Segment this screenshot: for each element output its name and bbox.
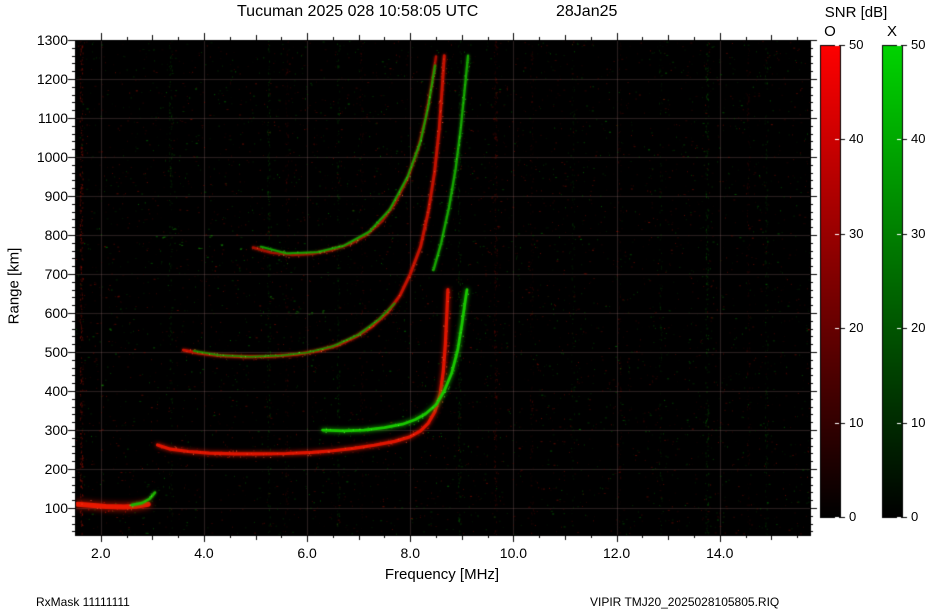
o-mode-colorbar-label: O [824, 23, 836, 40]
x-mode-colorbar [882, 45, 904, 518]
o-colorbar-tick-label: 0 [849, 509, 857, 524]
o-mode-colorbar [820, 45, 842, 518]
y-tick-label: 1300 [36, 32, 68, 48]
x-tick-label: 2.0 [91, 545, 111, 561]
y-tick-label: 500 [44, 344, 68, 361]
x-axis-title: Frequency [MHz] [384, 566, 500, 583]
x-colorbar-tick-label: 30 [911, 225, 926, 241]
x-tick-label: 14.0 [706, 545, 734, 561]
x-colorbar-tick-label: 0 [911, 509, 919, 524]
data-file-name-text: VIPIR TMJ20_2025028105805.RIQ [590, 595, 780, 609]
y-tick-label: 800 [44, 227, 68, 244]
y-tick-label: 1200 [36, 71, 68, 87]
x-tick-label: 4.0 [194, 545, 214, 561]
y-tick-label: 1100 [37, 110, 68, 126]
x-tick-label: 8.0 [400, 545, 420, 561]
chart-title: Tucuman 2025 028 10:58:05 UTC [237, 3, 479, 20]
x-colorbar-tick-label: 10 [911, 414, 926, 430]
y-tick-label: 100 [44, 500, 68, 517]
x-mode-colorbar-label: X [886, 23, 898, 40]
x-colorbar-tick-label: 50 [911, 37, 926, 52]
y-tick-label: 700 [44, 266, 68, 283]
y-tick-label: 400 [44, 383, 68, 400]
y-tick-label: 600 [44, 305, 68, 322]
y-tick-label: 200 [44, 461, 68, 478]
rxmask-status-text: RxMask 11111111 [36, 595, 130, 609]
x-colorbar-tick-label: 40 [911, 131, 926, 147]
x-tick-label: 6.0 [297, 545, 317, 561]
y-tick-label: 1000 [36, 149, 68, 166]
y-tick-label: 900 [44, 188, 68, 205]
y-tick-label: 300 [44, 422, 68, 439]
x-colorbar-tick-label: 20 [911, 320, 926, 336]
colorbar-title: SNR [dB] [824, 4, 888, 21]
chart-date-label: 28Jan25 [556, 3, 618, 20]
o-colorbar-tick-label: 10 [849, 414, 864, 430]
o-colorbar-tick-label: 40 [849, 131, 864, 147]
x-tick-label: 12.0 [602, 545, 631, 561]
o-colorbar-tick-label: 20 [849, 320, 864, 336]
o-colorbar-tick-label: 50 [849, 37, 864, 52]
x-tick-label: 10.0 [499, 545, 528, 561]
o-colorbar-tick-label: 30 [849, 225, 864, 241]
